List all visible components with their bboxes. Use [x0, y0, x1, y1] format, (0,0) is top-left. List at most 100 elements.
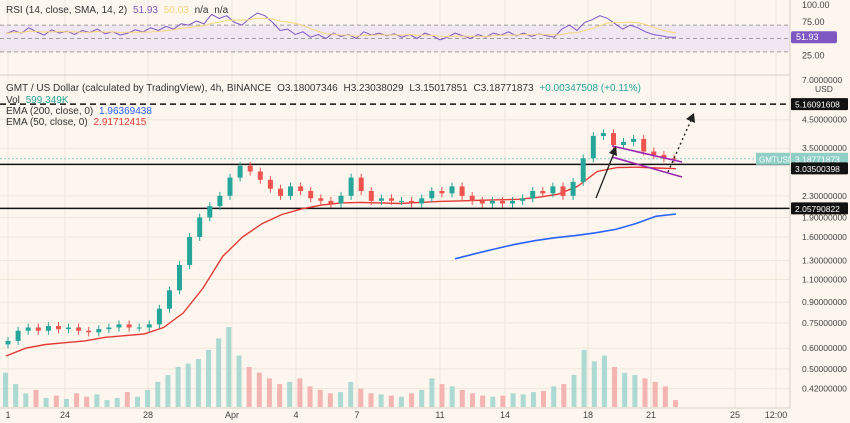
volume-bar — [368, 393, 374, 407]
candle-body — [449, 186, 455, 194]
candle-body — [237, 165, 243, 178]
candle-body — [611, 133, 616, 145]
volume-legend-label: Vol — [6, 95, 20, 106]
volume-bar — [307, 386, 313, 407]
time-axis-label: 24 — [60, 410, 70, 420]
time-axis-label: 21 — [646, 410, 656, 420]
main-legend-title-row: GMT / US Dollar (calculated by TradingVi… — [6, 83, 644, 94]
candle-body — [96, 329, 102, 333]
candle-body — [469, 195, 475, 201]
support-resistance-levels[interactable] — [0, 103, 790, 210]
volume-bar — [520, 394, 526, 407]
badge-symbol-text: GMTUSD — [759, 155, 794, 164]
volume-bar — [43, 397, 49, 407]
volume-bar — [216, 338, 222, 407]
price-axis-label: 2.30000000 — [802, 191, 847, 201]
volume-legend-value: 599.349K — [25, 95, 69, 106]
candle-body — [399, 200, 404, 202]
flag-lower-line[interactable] — [611, 156, 683, 178]
badge-level-high-text: 5.16091608 — [795, 100, 840, 110]
volume-bar — [591, 361, 597, 407]
rsi-panel[interactable] — [0, 12, 790, 53]
volume-bar — [439, 384, 445, 407]
volume-bar — [662, 386, 668, 407]
time-axis-label: 7 — [354, 410, 359, 420]
rsi-legend-sma: 50.03 — [163, 5, 189, 16]
volume-bar — [561, 384, 567, 407]
volume-bar — [449, 386, 455, 407]
candle-body — [348, 177, 354, 196]
volume-bar — [601, 355, 607, 407]
time-axis-label: 25 — [730, 410, 740, 420]
flag-pattern-drawing[interactable] — [595, 113, 695, 199]
candle-body — [278, 188, 283, 196]
candle-body — [187, 237, 193, 265]
rsi-axis-label: 100.00 — [802, 0, 830, 10]
time-axis[interactable]: 1 24 28 Apr 4 7 11 14 18 21 25 12:00 — [5, 410, 787, 420]
ema50-legend-value: 2.91712415 — [93, 117, 147, 128]
flagpole-arrow-line[interactable] — [595, 147, 617, 199]
price-axis-label: 0.90000000 — [802, 297, 847, 307]
price-axis-label: 1.30000000 — [802, 256, 847, 266]
ema200-legend: EMA (200, close, 0) 1.96369438 — [6, 106, 155, 117]
time-axis-label: Apr — [225, 410, 239, 420]
volume-bar — [33, 389, 39, 407]
volume-bar — [84, 396, 90, 407]
badge-level-low — [791, 202, 848, 215]
candle-body — [570, 181, 576, 196]
volume-bar — [642, 378, 648, 407]
volume-bar — [226, 327, 232, 407]
candle-body — [600, 133, 606, 136]
candle-body — [267, 179, 273, 189]
volume-bar — [175, 367, 181, 407]
volume-bar — [256, 372, 262, 407]
candle-body — [298, 186, 304, 191]
volume-bar — [581, 349, 587, 407]
price-axis-label: 0.60000000 — [802, 343, 847, 353]
ema50-legend-label: EMA (50, close, 0) — [6, 117, 88, 128]
candle-body — [106, 327, 112, 330]
candle-body — [227, 177, 233, 196]
volume-bar — [673, 400, 678, 407]
flag-upper-line[interactable] — [611, 145, 683, 163]
price-axis-label: 0.75000000 — [802, 318, 847, 328]
volume-bar — [338, 392, 343, 407]
volume-bar — [185, 363, 191, 407]
price-candles[interactable] — [5, 129, 677, 349]
candle-body — [217, 195, 223, 207]
volume-bar — [459, 389, 465, 407]
candle-body — [25, 327, 31, 331]
candle-body — [368, 191, 374, 201]
volume-bar — [480, 395, 486, 407]
volume-bar — [327, 393, 333, 407]
candle-body — [5, 340, 11, 345]
candle-body — [338, 195, 344, 204]
ohlc-change: +0.00347508 (+0.11%) — [539, 83, 641, 94]
price-axis-currency: USD — [815, 84, 833, 94]
rsi-value-badge-text: 51.93 — [796, 32, 819, 42]
volume-bar — [551, 386, 557, 407]
volume-bar — [114, 397, 120, 407]
candle-body — [35, 327, 41, 331]
ema200-legend-value: 1.96369438 — [99, 106, 152, 117]
candle-body — [661, 154, 667, 159]
time-axis-label: 11 — [435, 410, 444, 420]
volume-bar — [277, 384, 283, 407]
volume-bar — [490, 396, 496, 407]
badge-last-price-text: 3.18771873 — [795, 154, 840, 164]
volume-bar — [124, 392, 130, 407]
volume-bar — [246, 367, 252, 407]
volume-bar — [571, 375, 577, 407]
candle-body — [76, 327, 82, 331]
rsi-line[interactable] — [5, 12, 676, 41]
time-axis-label: 4 — [293, 410, 298, 420]
volume-bar — [287, 381, 293, 407]
candle-body — [126, 324, 132, 328]
ohlc-low: L3.15017851 — [409, 83, 468, 94]
volume-bar — [94, 394, 100, 407]
candle-body — [318, 198, 324, 201]
